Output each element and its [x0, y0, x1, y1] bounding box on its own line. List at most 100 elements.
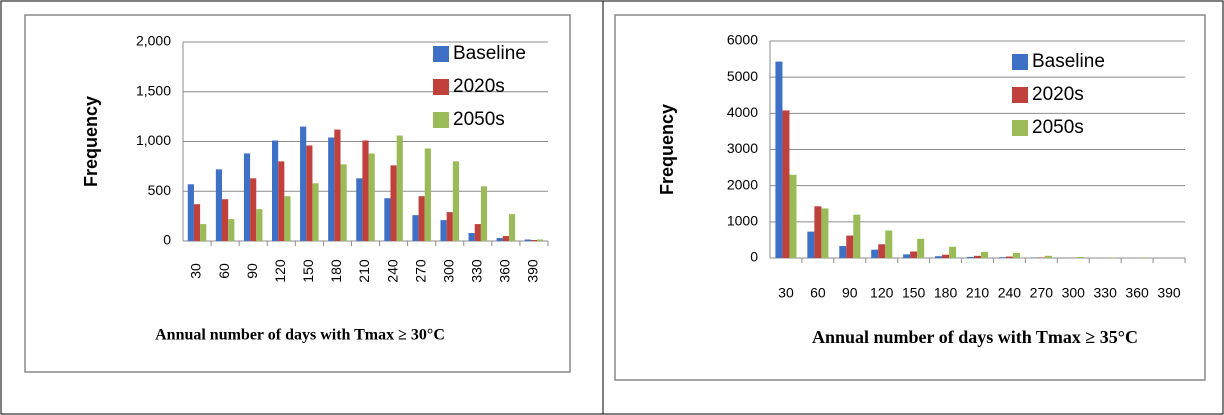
- bar: [846, 235, 854, 258]
- y-tick-label: 1,000: [136, 132, 171, 148]
- bar: [312, 183, 319, 241]
- x-tick-label: 30: [778, 285, 794, 301]
- y-tick-label: 2,000: [136, 33, 171, 49]
- bar: [530, 240, 538, 241]
- x-tick-label: 90: [842, 285, 858, 301]
- bar: [524, 239, 531, 241]
- x-tick-label: 300: [1062, 285, 1086, 301]
- bar: [1012, 252, 1020, 258]
- bar: [222, 199, 229, 241]
- bar: [187, 184, 194, 241]
- bar: [390, 165, 397, 241]
- x-tick-label: 60: [216, 263, 232, 279]
- y-axis-title: Frequency: [81, 96, 101, 187]
- bar: [256, 209, 263, 241]
- legend-swatch: [1012, 54, 1028, 70]
- legend-swatch: [433, 112, 449, 128]
- bar: [328, 137, 335, 241]
- legend-label: 2050s: [1032, 117, 1084, 138]
- bar: [949, 246, 957, 258]
- x-tick-label: 240: [998, 285, 1022, 301]
- y-tick-label: 1000: [727, 213, 758, 229]
- legend-swatch: [1012, 120, 1028, 136]
- legend-label: 2020s: [453, 76, 505, 97]
- legend-swatch: [433, 46, 449, 62]
- bar: [903, 254, 911, 258]
- x-tick-label: 330: [469, 259, 485, 283]
- bar: [821, 208, 829, 258]
- bar: [468, 233, 475, 241]
- bar: [502, 236, 509, 241]
- bar: [871, 249, 879, 258]
- legend-swatch: [1012, 87, 1028, 103]
- bar: [1005, 256, 1013, 258]
- bar: [193, 204, 201, 241]
- bar: [243, 153, 251, 241]
- x-axis-title: Annual number of days with Tmax ≥ 30°C: [155, 327, 445, 344]
- x-tick-label: 360: [497, 259, 513, 283]
- x-tick-label: 360: [1125, 285, 1149, 301]
- x-tick-label: 270: [412, 259, 428, 283]
- bar: [998, 257, 1006, 258]
- bar: [278, 161, 285, 241]
- bar: [306, 145, 313, 241]
- bar: [215, 169, 223, 241]
- bar: [508, 214, 516, 241]
- bar: [496, 238, 503, 241]
- x-tick-label: 30: [188, 263, 204, 279]
- bar: [814, 206, 822, 258]
- bar: [396, 135, 403, 241]
- chart-frame: [24, 14, 571, 373]
- y-tick-label: 5000: [727, 68, 758, 84]
- y-tick-label: 6000: [727, 32, 758, 48]
- bar: [480, 186, 488, 241]
- bar: [272, 140, 279, 241]
- legend-label: 2050s: [453, 109, 505, 130]
- y-tick-label: 4000: [727, 104, 758, 120]
- chart-frame: [614, 14, 1206, 381]
- bar: [200, 224, 207, 241]
- bar: [782, 110, 790, 258]
- y-tick-label: 3000: [727, 140, 758, 156]
- bar: [853, 214, 861, 258]
- bar: [981, 251, 989, 258]
- bar: [537, 239, 544, 241]
- bar: [775, 61, 783, 258]
- bar: [368, 153, 375, 241]
- bar: [973, 255, 982, 258]
- x-tick-label: 390: [525, 259, 541, 283]
- x-tick-label: 210: [966, 285, 990, 301]
- x-tick-label: 390: [1157, 285, 1181, 301]
- legend-label: Baseline: [1032, 51, 1105, 72]
- legend-label: Baseline: [453, 43, 526, 64]
- bar: [412, 215, 419, 241]
- bar: [910, 251, 918, 258]
- bar: [1037, 257, 1045, 258]
- y-tick-label: 0: [163, 232, 171, 248]
- bar: [300, 126, 307, 241]
- x-tick-label: 90: [244, 263, 260, 279]
- x-tick-label: 150: [902, 285, 926, 301]
- bar: [1044, 255, 1052, 258]
- bar: [885, 230, 893, 258]
- bar: [340, 164, 347, 241]
- x-tick-label: 270: [1030, 285, 1054, 301]
- bar: [789, 174, 797, 258]
- x-tick-label: 210: [356, 259, 372, 283]
- bar: [440, 220, 447, 241]
- bar: [1076, 256, 1084, 258]
- bar: [878, 244, 886, 258]
- bar: [807, 231, 815, 258]
- x-tick-label: 240: [384, 259, 400, 283]
- x-tick-label: 330: [1094, 285, 1118, 301]
- x-tick-label: 150: [300, 259, 316, 283]
- legend-label: 2020s: [1032, 84, 1084, 105]
- y-tick-label: 500: [148, 182, 172, 198]
- bar: [362, 140, 369, 241]
- bar: [839, 246, 847, 258]
- bar: [917, 238, 925, 258]
- bar: [935, 256, 943, 258]
- bar: [384, 198, 391, 241]
- x-tick-label: 60: [810, 285, 826, 301]
